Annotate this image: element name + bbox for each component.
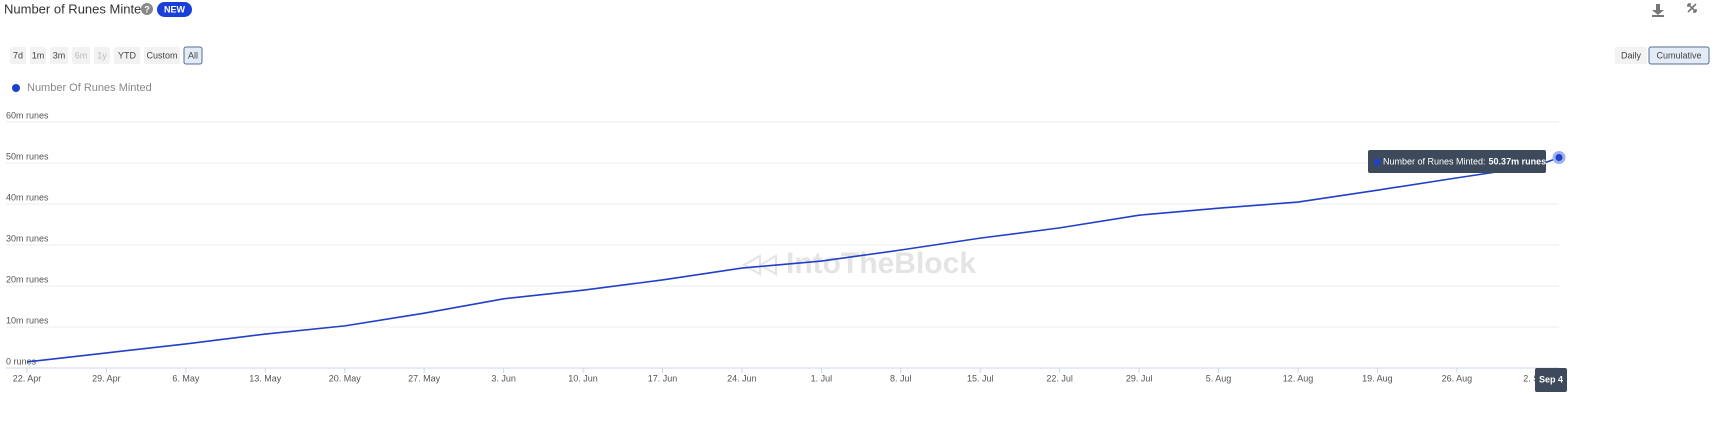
x-tick-label: 22. Apr bbox=[13, 373, 42, 383]
x-tick-label: 26. Aug bbox=[1442, 373, 1473, 383]
x-tick-label: 5. Aug bbox=[1206, 373, 1232, 383]
tooltip-value: 50.37m runes bbox=[1489, 156, 1547, 166]
tooltip-marker bbox=[1374, 159, 1380, 165]
range-button-text: 1y bbox=[97, 50, 107, 60]
y-tick-label: 10m runes bbox=[6, 315, 49, 325]
range-button[interactable] bbox=[94, 47, 110, 64]
date-tooltip bbox=[1535, 368, 1567, 392]
y-tick-label: 20m runes bbox=[6, 274, 49, 284]
legend-label[interactable]: Number Of Runes Minted bbox=[27, 82, 152, 94]
range-button[interactable] bbox=[114, 47, 140, 64]
x-tick-label: 8. Jul bbox=[890, 373, 912, 383]
x-tick-label: 22. Jul bbox=[1046, 373, 1073, 383]
x-tick-label: 24. Jun bbox=[727, 373, 757, 383]
range-button-text: 6m bbox=[75, 50, 88, 60]
x-tick-label: 10. Jun bbox=[568, 373, 598, 383]
x-tick-label: 29. Jul bbox=[1126, 373, 1153, 383]
range-button-text: YTD bbox=[118, 50, 137, 60]
y-tick-label: 30m runes bbox=[6, 233, 49, 243]
mode-button[interactable] bbox=[1615, 47, 1647, 64]
help-icon[interactable] bbox=[141, 3, 153, 15]
x-tick-label: 12. Aug bbox=[1283, 373, 1314, 383]
tooltip-label: Number of Runes Minted: bbox=[1383, 156, 1486, 166]
range-button[interactable] bbox=[30, 47, 46, 64]
x-tick-label: 17. Jun bbox=[648, 373, 678, 383]
x-tick-label: 29. Apr bbox=[92, 373, 121, 383]
x-tick-label: 15. Jul bbox=[967, 373, 994, 383]
mode-button-active[interactable] bbox=[1648, 46, 1710, 65]
range-button[interactable] bbox=[72, 47, 90, 64]
download-icon[interactable] bbox=[1652, 4, 1664, 17]
legend-marker[interactable] bbox=[12, 84, 20, 92]
range-button-text: Custom bbox=[146, 50, 177, 60]
y-tick-label: 40m runes bbox=[6, 192, 49, 202]
x-tick-label: 19. Aug bbox=[1362, 373, 1393, 383]
mode-button-text: Daily bbox=[1621, 50, 1642, 60]
range-button[interactable] bbox=[10, 47, 26, 64]
range-button[interactable] bbox=[50, 47, 68, 64]
x-tick-label: 3. Jun bbox=[491, 373, 516, 383]
range-button-text: 7d bbox=[13, 50, 23, 60]
y-tick-label: 0 runes bbox=[6, 356, 37, 366]
range-button-text: All bbox=[188, 50, 198, 60]
x-tick-label: 27. May bbox=[408, 373, 441, 383]
range-button[interactable] bbox=[144, 47, 180, 64]
series-line bbox=[26, 156, 1560, 363]
badge-text: NEW bbox=[164, 4, 186, 14]
help-icon-text: ? bbox=[144, 4, 150, 14]
mode-button-text: Cumulative bbox=[1656, 50, 1701, 60]
watermark: IntoTheBlock bbox=[786, 247, 976, 280]
endpoint-marker bbox=[1552, 150, 1566, 164]
badge bbox=[157, 2, 192, 17]
y-tick-label: 60m runes bbox=[6, 110, 49, 120]
tooltip bbox=[1368, 150, 1546, 173]
range-button-text: 1m bbox=[32, 50, 45, 60]
range-button-text: 3m bbox=[53, 50, 66, 60]
x-tick-label: 20. May bbox=[329, 373, 362, 383]
y-tick-label: 50m runes bbox=[6, 151, 49, 161]
date-tooltip-text: Sep 4 bbox=[1539, 374, 1563, 384]
x-tick-label: 6. May bbox=[172, 373, 200, 383]
x-tick-label: 1. Jul bbox=[811, 373, 833, 383]
x-tick-label: 13. May bbox=[249, 373, 282, 383]
expand-icon[interactable] bbox=[1687, 3, 1697, 13]
range-button-active[interactable] bbox=[183, 46, 203, 65]
title: Number of Runes Minted bbox=[4, 1, 149, 16]
